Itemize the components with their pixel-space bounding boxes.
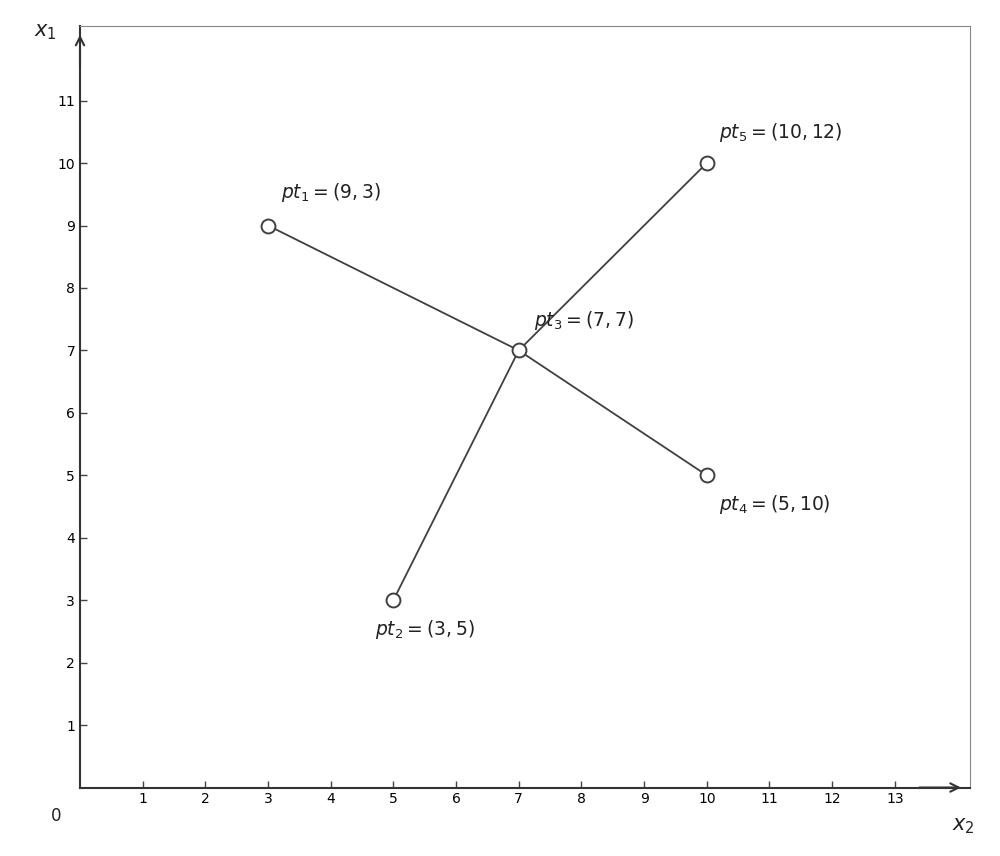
Text: $x_2$: $x_2$ <box>952 817 975 836</box>
Text: 0: 0 <box>51 806 61 824</box>
Text: $pt_1 = (9, 3)$: $pt_1 = (9, 3)$ <box>281 181 380 204</box>
Text: $pt_4 = (5, 10)$: $pt_4 = (5, 10)$ <box>719 493 831 516</box>
Text: $pt_5 = (10, 12)$: $pt_5 = (10, 12)$ <box>719 122 843 145</box>
Text: $pt_3 = (7, 7)$: $pt_3 = (7, 7)$ <box>534 309 634 331</box>
Text: $pt_2 = (3, 5)$: $pt_2 = (3, 5)$ <box>375 618 474 641</box>
Text: $x_1$: $x_1$ <box>34 22 57 42</box>
